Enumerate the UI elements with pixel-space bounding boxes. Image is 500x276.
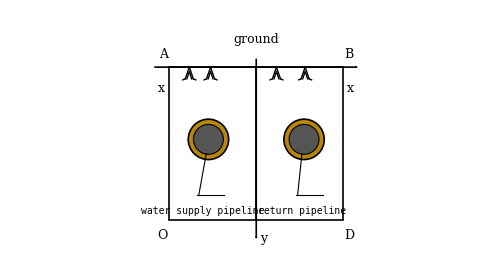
Text: y: y bbox=[260, 232, 267, 245]
Circle shape bbox=[194, 124, 224, 154]
Circle shape bbox=[289, 124, 319, 154]
Text: B: B bbox=[344, 48, 354, 61]
Text: ground: ground bbox=[234, 33, 279, 46]
Bar bbox=[169, 67, 344, 220]
Text: x: x bbox=[158, 82, 165, 95]
Text: return pipeline: return pipeline bbox=[258, 206, 346, 216]
Circle shape bbox=[188, 119, 228, 160]
Text: A: A bbox=[159, 48, 168, 61]
Text: water supply pipeline: water supply pipeline bbox=[142, 206, 265, 216]
Circle shape bbox=[284, 119, 325, 160]
Text: O: O bbox=[158, 229, 168, 242]
Text: x: x bbox=[348, 82, 354, 95]
Text: D: D bbox=[344, 229, 354, 242]
